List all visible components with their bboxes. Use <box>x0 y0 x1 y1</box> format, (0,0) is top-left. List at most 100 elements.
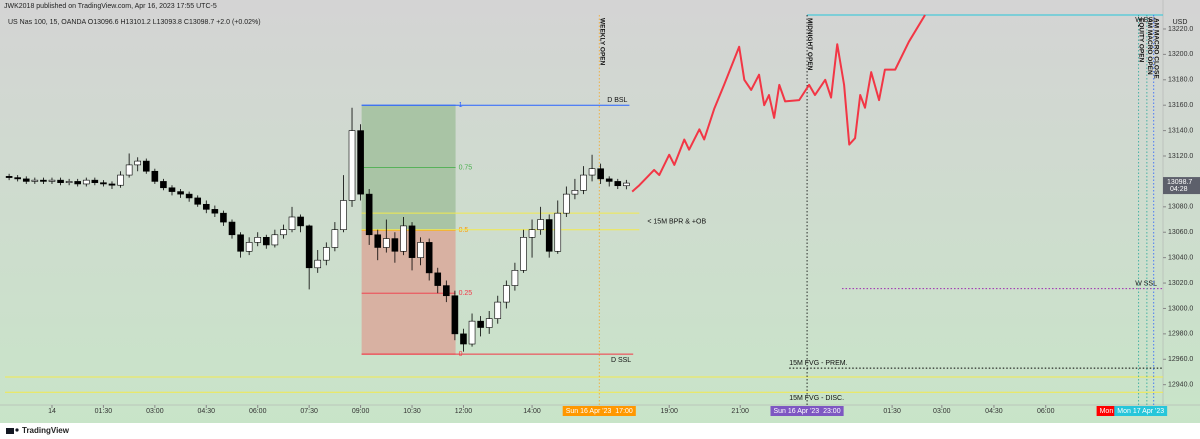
candle-body <box>31 179 39 182</box>
candle-body <box>580 174 587 191</box>
candle-body <box>305 225 313 269</box>
last-price-box <box>1163 177 1200 195</box>
y-unit: USD <box>1173 19 1188 26</box>
y-tick-label: 13140.0 <box>1168 127 1193 134</box>
vertical-label: EQUITY OPEN <box>1138 18 1145 63</box>
candle-body <box>177 191 184 195</box>
candle-body <box>503 285 510 303</box>
candle-body <box>220 212 227 223</box>
candle-body <box>82 179 90 185</box>
candle-body <box>391 238 399 252</box>
x-tick-label: 04:30 <box>985 408 1003 415</box>
time-marker-label: Sun 16 Apr '23 23:00 <box>773 408 840 415</box>
vertical-label: AM MACRO OPEN <box>1146 18 1153 75</box>
candle-body <box>434 272 442 286</box>
x-tick-label: 14:00 <box>523 408 541 415</box>
candle-body <box>408 225 416 258</box>
candle-body <box>571 190 579 195</box>
candle-body <box>485 318 493 328</box>
fib-label: 0.75 <box>459 164 473 171</box>
candle-body <box>74 181 81 185</box>
candle-body <box>554 212 562 252</box>
candle-body <box>228 221 236 236</box>
candle-body <box>185 193 193 199</box>
candle-body <box>417 242 424 258</box>
fib-label: 0.5 <box>459 227 469 234</box>
candle-body <box>160 181 167 189</box>
candle-body <box>460 333 467 345</box>
candle-body <box>237 234 244 252</box>
level-label: D SSL <box>611 357 631 364</box>
candle-body <box>383 238 390 248</box>
y-tick-label: 13180.0 <box>1168 77 1193 84</box>
candle-body <box>280 229 287 236</box>
y-tick-label: 12960.0 <box>1168 356 1193 363</box>
candle-body <box>65 181 73 183</box>
time-marker: Sun 16 Apr '23 23:00 <box>770 406 844 416</box>
candle-body <box>537 219 544 230</box>
x-tick-label: 03:00 <box>933 408 951 415</box>
candle-body <box>545 219 553 252</box>
time-marker-label: Mon 17 Apr '23 <box>1117 408 1164 415</box>
candle-body <box>365 193 373 236</box>
footer-bar <box>0 423 1200 439</box>
y-tick-label: 13220.0 <box>1168 26 1193 33</box>
x-tick-label: 14 <box>48 408 56 415</box>
x-tick-label: 19:00 <box>660 408 678 415</box>
footer-logo <box>6 428 19 434</box>
x-tick-label: 10:30 <box>403 408 421 415</box>
candle-body <box>477 320 484 328</box>
time-marker-box <box>1114 406 1168 416</box>
candle-body <box>425 242 433 274</box>
candle-body <box>108 183 116 186</box>
fvg-disc-label: 15M FVG - DISC. <box>789 395 844 402</box>
time-marker-box <box>562 406 636 416</box>
vertical-label: WEEKLY OPEN <box>598 18 605 66</box>
level-label: D BSL <box>607 97 627 104</box>
vertical-label: AM MACRO CLOSE <box>1153 18 1160 79</box>
candle-body <box>494 301 502 319</box>
time-marker: Mon <box>1096 406 1117 416</box>
y-tick-label: 13020.0 <box>1168 280 1193 287</box>
time-marker-label: Sun 16 Apr '23 17:00 <box>566 408 633 415</box>
candle-body <box>142 160 150 172</box>
candle-body <box>168 187 176 192</box>
candle-body <box>271 234 279 246</box>
level-label: W SSL <box>1135 280 1157 287</box>
x-tick-label: 07:30 <box>300 408 318 415</box>
candle-body <box>91 179 99 183</box>
y-tick-label: 13160.0 <box>1168 102 1193 109</box>
candle-body <box>288 216 296 230</box>
candle-body <box>528 229 536 238</box>
candle-body <box>40 179 47 182</box>
candle-body <box>262 237 270 246</box>
candle-body <box>511 270 519 286</box>
candle-body <box>374 234 382 248</box>
candle-body <box>245 242 253 252</box>
publisher: JWK2018 published on TradingView.com, Ap… <box>4 3 217 10</box>
candle-body <box>194 197 202 205</box>
candle-body <box>563 193 570 214</box>
candle-body <box>340 200 347 230</box>
candle-body <box>14 177 21 180</box>
candle-body <box>57 179 64 183</box>
candle-body <box>400 225 407 252</box>
candle-body <box>117 174 124 186</box>
candle-body <box>48 179 56 182</box>
x-tick-label: 04:30 <box>198 408 216 415</box>
candle-body <box>134 160 142 166</box>
candle-body <box>22 178 30 182</box>
symbol-line: US Nas 100, 15, OANDA O13096.6 H13101.2 … <box>8 19 261 26</box>
candle-body <box>254 237 262 243</box>
candle-body <box>348 130 356 201</box>
x-tick-label: 09:00 <box>352 408 370 415</box>
candle-body <box>520 237 527 271</box>
candle-body <box>202 203 210 210</box>
time-marker-box <box>1096 406 1117 416</box>
projection-line <box>631 14 926 193</box>
candle-body <box>614 181 622 187</box>
candle-body <box>323 247 330 261</box>
y-tick-label: 12940.0 <box>1168 382 1193 389</box>
countdown: 04:28 <box>1170 186 1188 193</box>
x-tick-label: 01:30 <box>883 408 901 415</box>
